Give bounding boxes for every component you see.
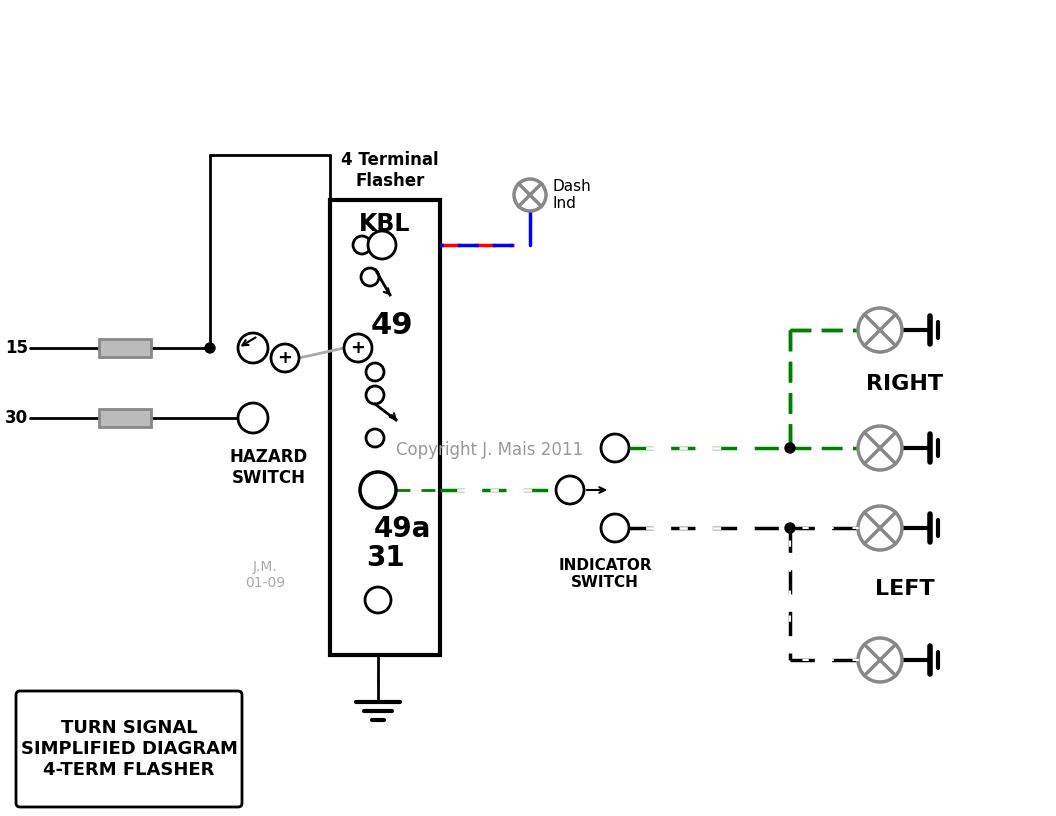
Text: 49: 49 bbox=[371, 311, 413, 339]
Circle shape bbox=[366, 386, 384, 404]
Circle shape bbox=[361, 268, 379, 286]
Circle shape bbox=[205, 343, 215, 353]
Circle shape bbox=[365, 587, 391, 613]
Circle shape bbox=[344, 334, 372, 362]
Circle shape bbox=[238, 403, 268, 433]
Circle shape bbox=[366, 363, 384, 381]
Text: J.M.
01-09: J.M. 01-09 bbox=[245, 560, 285, 590]
Circle shape bbox=[557, 476, 584, 504]
Circle shape bbox=[271, 344, 299, 372]
Bar bbox=[99, 409, 151, 427]
Text: +: + bbox=[278, 349, 293, 367]
Circle shape bbox=[601, 434, 629, 462]
Text: 31: 31 bbox=[365, 544, 404, 572]
Text: TURN SIGNAL
SIMPLIFIED DIAGRAM
4-TERM FLASHER: TURN SIGNAL SIMPLIFIED DIAGRAM 4-TERM FL… bbox=[20, 719, 238, 778]
Text: 15: 15 bbox=[5, 339, 29, 357]
Circle shape bbox=[857, 638, 902, 682]
Bar bbox=[99, 339, 151, 357]
Circle shape bbox=[360, 472, 396, 508]
Circle shape bbox=[857, 426, 902, 470]
Text: Copyright J. Mais 2011: Copyright J. Mais 2011 bbox=[396, 441, 584, 459]
Bar bbox=[329, 200, 440, 655]
FancyBboxPatch shape bbox=[16, 691, 242, 807]
Circle shape bbox=[785, 523, 795, 533]
Circle shape bbox=[238, 333, 268, 363]
Circle shape bbox=[857, 308, 902, 352]
Text: RIGHT: RIGHT bbox=[866, 374, 944, 394]
Text: 4 Terminal
Flasher: 4 Terminal Flasher bbox=[341, 151, 439, 190]
Circle shape bbox=[366, 429, 384, 447]
Circle shape bbox=[785, 443, 795, 453]
Circle shape bbox=[857, 506, 902, 550]
Text: 30: 30 bbox=[5, 409, 29, 427]
Circle shape bbox=[353, 236, 371, 254]
Text: INDICATOR
SWITCH: INDICATOR SWITCH bbox=[559, 558, 652, 591]
Text: KBL: KBL bbox=[359, 212, 411, 236]
Circle shape bbox=[601, 514, 629, 542]
Text: 49a: 49a bbox=[374, 515, 431, 543]
Circle shape bbox=[514, 179, 546, 211]
Text: Dash
Ind: Dash Ind bbox=[552, 179, 590, 211]
Text: LEFT: LEFT bbox=[875, 579, 935, 599]
Text: HAZARD
SWITCH: HAZARD SWITCH bbox=[230, 448, 308, 487]
Text: +: + bbox=[351, 339, 365, 357]
Circle shape bbox=[367, 231, 396, 259]
